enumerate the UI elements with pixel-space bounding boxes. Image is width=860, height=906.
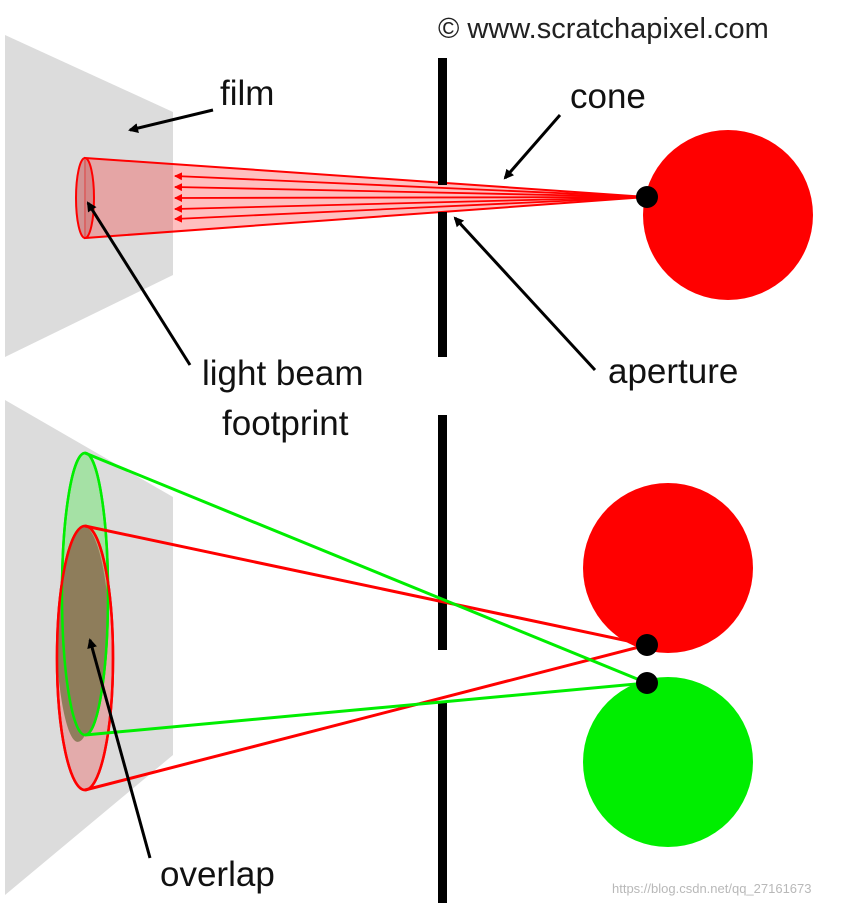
light-beam-label-line1: light beam (202, 354, 363, 393)
film-arrow (128, 108, 214, 133)
red-cone-lines (84, 524, 648, 792)
cone-label: cone (570, 77, 646, 116)
cone-arrow (503, 114, 562, 180)
aperture-barrier-bottom-lower (438, 703, 447, 903)
overlap-label: overlap (160, 855, 275, 894)
aperture-arrow (453, 216, 597, 372)
light-source-point-top (636, 186, 658, 208)
light-beam-footprint-ellipse (75, 157, 95, 239)
light-beam-arrow (86, 201, 192, 366)
light-rays (174, 172, 648, 223)
light-source-point-green (636, 672, 658, 694)
aperture-barrier-top-lower (438, 212, 447, 357)
aperture-barrier-top-upper (438, 58, 447, 185)
red-sphere-bottom (583, 483, 753, 653)
copyright-text: © www.scratchapixel.com (438, 13, 769, 45)
aperture-barrier-bottom-upper (438, 415, 447, 650)
film-label: film (220, 74, 274, 113)
light-source-point-red (636, 634, 658, 656)
light-beam-label-line2: footprint (222, 404, 349, 443)
green-sphere-bottom (583, 677, 753, 847)
green-cone-lines (84, 451, 648, 737)
overlap-arrow (87, 638, 152, 859)
watermark-text: https://blog.csdn.net/qq_27161673 (612, 881, 812, 896)
red-sphere-top (643, 130, 813, 300)
overlap-region (57, 526, 108, 742)
aperture-label: aperture (608, 352, 738, 391)
